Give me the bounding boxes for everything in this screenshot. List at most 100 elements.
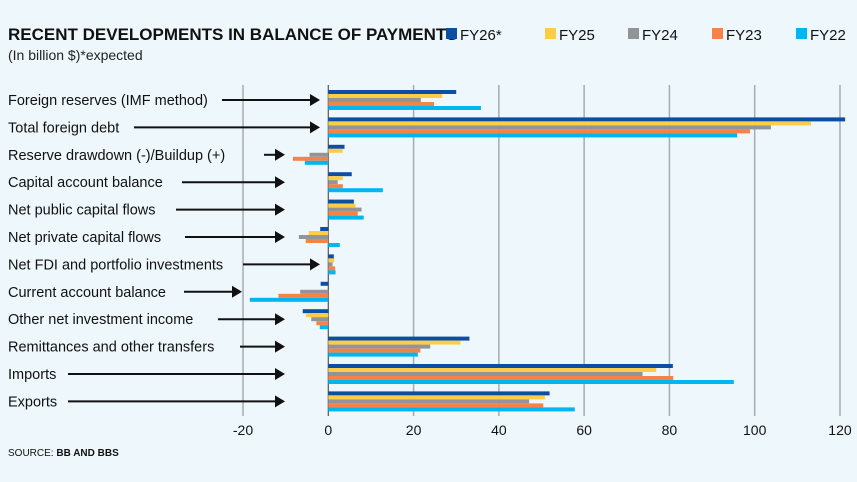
bar-FY22-11: [328, 407, 575, 412]
legend-swatch: [545, 28, 556, 39]
bar-FY26-8: [302, 309, 329, 314]
category-label: Net private capital flows: [8, 230, 161, 246]
gridlines: [242, 85, 841, 416]
arrow-head-icon: [310, 121, 320, 134]
bar-FY22-5: [328, 243, 340, 247]
arrow-head-icon: [275, 340, 285, 353]
legend-label: FY22: [810, 27, 846, 44]
source-prefix: SOURCE:: [8, 448, 54, 459]
bar-FY25-8: [306, 313, 329, 318]
category-label: Exports: [8, 394, 57, 410]
x-tick-label: 100: [743, 422, 767, 438]
bar-FY24-5: [298, 235, 329, 239]
bar-FY23-1: [328, 129, 751, 134]
bar-FY24-9: [328, 344, 431, 349]
bar-FY25-10: [328, 368, 657, 372]
bar-FY24-1: [328, 125, 771, 130]
bar-FY23-7: [278, 293, 329, 298]
bar-FY26-10: [328, 364, 673, 368]
chart-subtitle: (In billion $)*expected: [8, 47, 143, 63]
x-tick-label: 40: [491, 422, 507, 438]
source-label: SOURCE: BB AND BBS: [8, 448, 119, 459]
category-label: Capital account balance: [8, 175, 163, 191]
bar-FY23-5: [305, 239, 329, 243]
chart-title: RECENT DEVELOPMENTS IN BALANCE OF PAYMEN…: [8, 25, 458, 44]
bar-FY26-6: [328, 254, 334, 259]
bar-FY25-5: [308, 231, 329, 235]
bar-FY26-3: [328, 172, 352, 177]
bar-FY26-11: [328, 391, 550, 396]
bar-FY22-2: [304, 160, 329, 165]
category-label: Net public capital flows: [8, 203, 156, 219]
bar-FY23-10: [328, 376, 674, 380]
bar-FY24-11: [328, 399, 530, 404]
bar-FY23-3: [328, 184, 343, 189]
arrow-head-icon: [275, 148, 285, 161]
bar-FY23-11: [328, 403, 544, 408]
bar-FY23-2: [292, 156, 329, 161]
x-tick-label: 120: [828, 422, 852, 438]
x-axis-ticks: -20 0 20 40 60 80 100 120: [233, 422, 852, 438]
legend-swatch: [446, 28, 457, 39]
x-tick-label: 0: [324, 422, 332, 438]
bar-FY24-3: [328, 180, 338, 185]
legend-label: FY26*: [460, 27, 502, 44]
category-label: Other net investment income: [8, 312, 193, 328]
category-label: Current account balance: [8, 285, 166, 301]
bar-FY25-9: [328, 340, 461, 345]
bar-FY25-3: [328, 176, 343, 181]
bar-FY26-0: [328, 90, 457, 94]
bar-FY22-1: [328, 133, 738, 138]
x-tick-label: 80: [662, 422, 678, 438]
bar-FY26-2: [328, 144, 345, 149]
bar-FY24-4: [328, 207, 362, 212]
legend-swatch: [712, 28, 723, 39]
bar-FY22-6: [328, 270, 336, 275]
bar-FY26-1: [328, 117, 846, 122]
legend-swatch: [628, 28, 639, 39]
category-label: Foreign reserves (IMF method): [8, 93, 208, 109]
bar-FY26-7: [320, 281, 329, 286]
arrow-head-icon: [275, 313, 285, 326]
bar-FY23-9: [328, 348, 421, 353]
bars: [249, 90, 846, 412]
arrow-head-icon: [232, 285, 242, 298]
bar-FY26-4: [328, 199, 354, 204]
bar-FY26-5: [320, 227, 329, 231]
arrow-head-icon: [275, 231, 285, 243]
bar-FY24-8: [311, 317, 329, 322]
bar-FY25-6: [328, 258, 335, 263]
x-tick-label: 60: [576, 422, 592, 438]
x-tick-label: 20: [406, 422, 422, 438]
category-labels: Foreign reserves (IMF method) Total forei…: [8, 93, 320, 410]
bar-FY22-7: [249, 297, 329, 302]
category-label: Net FDI and portfolio investments: [8, 257, 223, 273]
bar-FY26-9: [328, 336, 470, 341]
category-label: Reserve drawdown (-)/Buildup (+): [8, 148, 225, 164]
legend-label: FY23: [726, 27, 762, 44]
arrow-head-icon: [310, 94, 320, 106]
legend-swatch: [796, 28, 807, 39]
legend-label: FY25: [559, 27, 595, 44]
category-label: Total foreign debt: [8, 120, 119, 136]
arrow-head-icon: [275, 176, 285, 189]
legend-label: FY24: [642, 27, 678, 44]
bar-FY24-0: [328, 98, 421, 102]
x-tick-label: -20: [233, 422, 253, 438]
bar-FY24-10: [328, 372, 643, 376]
category-label: Imports: [8, 367, 56, 383]
bar-FY23-4: [328, 211, 358, 216]
bar-FY22-10: [328, 380, 734, 384]
bar-FY22-4: [328, 215, 364, 220]
bar-FY22-0: [328, 106, 481, 110]
bar-FY24-6: [328, 262, 333, 267]
bar-FY25-11: [328, 395, 545, 400]
bar-FY24-7: [300, 289, 329, 294]
bar-FY23-6: [328, 266, 336, 271]
bar-FY25-0: [328, 94, 443, 98]
arrow-head-icon: [275, 203, 285, 216]
legend: FY26* FY25 FY24 FY23 FY22: [446, 27, 846, 44]
bar-FY23-8: [316, 321, 329, 326]
